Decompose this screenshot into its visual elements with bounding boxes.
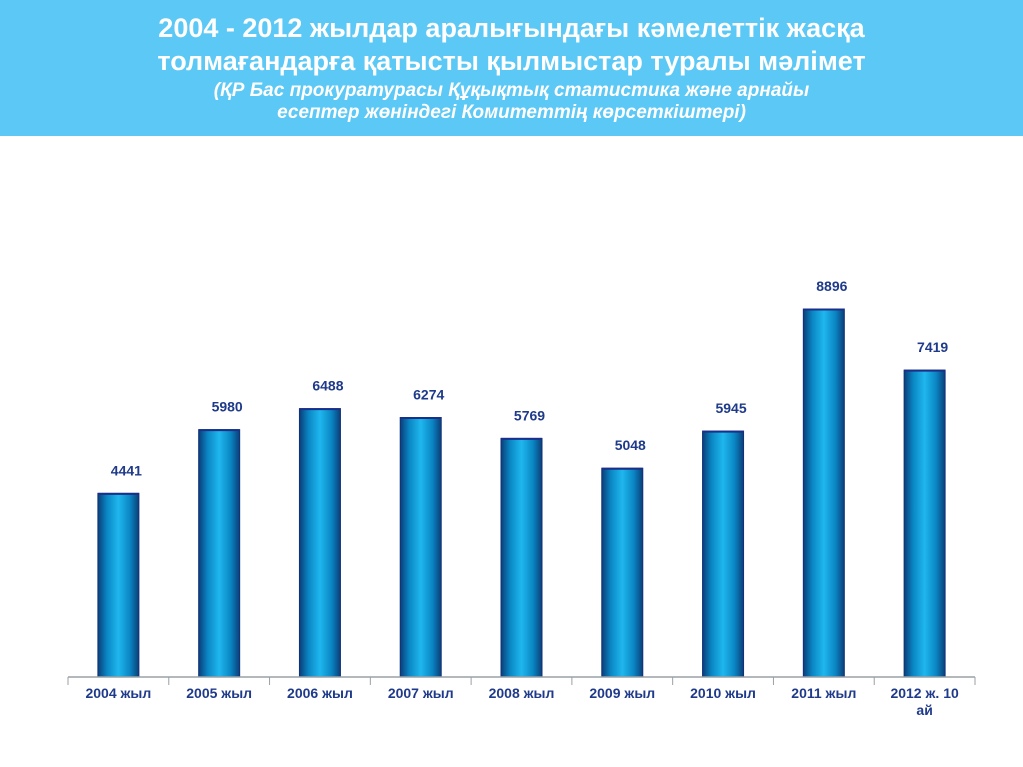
data-label: 4441 bbox=[111, 462, 142, 478]
data-label: 5769 bbox=[514, 407, 545, 423]
title-block: 2004 - 2012 жылдар аралығындағы кәмелетт… bbox=[0, 12, 1023, 78]
x-tick-label: 2011 жыл bbox=[791, 685, 856, 701]
x-tick-label: 2006 жыл bbox=[287, 685, 353, 701]
bar bbox=[802, 308, 845, 678]
x-axis bbox=[67, 676, 976, 685]
bar bbox=[500, 437, 543, 678]
x-tick-label: 2012 ж. 10 ай bbox=[890, 685, 959, 718]
x-tick-label: 2004 жыл bbox=[85, 685, 151, 701]
data-label: 6488 bbox=[312, 378, 343, 394]
x-tick-label: 2007 жыл bbox=[388, 685, 454, 701]
data-label: 8896 bbox=[816, 278, 847, 294]
data-label: 7419 bbox=[917, 339, 948, 355]
bar bbox=[903, 369, 946, 678]
data-label: 5048 bbox=[615, 437, 646, 453]
bar bbox=[601, 467, 644, 678]
value-labels-group: 4441 5980 6488 6274 5769 5048 5945 8896 7419 bbox=[111, 278, 949, 478]
page-title-line-2: толмағандарға қатысты қылмыстар туралы м… bbox=[157, 46, 866, 76]
bar bbox=[97, 492, 140, 678]
bars-group bbox=[97, 308, 946, 678]
page-subtitle-line-1: (ҚР Бас прокуратурасы Құқықтық статистик… bbox=[213, 80, 810, 101]
bar bbox=[702, 430, 745, 678]
title-banner: 2004 - 2012 жылдар аралығындағы кәмелетт… bbox=[0, 0, 1023, 136]
page-subtitle-line-2: есептер жөніндегі Комитеттің көрсеткіште… bbox=[277, 102, 746, 123]
x-tick-labels-group: 2004 жыл 2005 жыл 2006 жыл 2007 жыл 2008 жыл… bbox=[85, 685, 958, 718]
data-label: 6274 bbox=[413, 387, 444, 403]
data-label: 5980 bbox=[212, 399, 243, 415]
bar bbox=[298, 408, 341, 678]
data-label: 5945 bbox=[715, 400, 746, 416]
x-tick-label: 2010 жыл bbox=[690, 685, 756, 701]
bar bbox=[399, 417, 442, 678]
x-tick-label: 2005 жыл bbox=[186, 685, 252, 701]
page-title-line-1: 2004 - 2012 жылдар аралығындағы кәмелетт… bbox=[158, 13, 865, 43]
bar-chart: 4441 5980 6488 6274 5769 5048 5945 8896 7419 200… bbox=[67, 278, 976, 718]
bar bbox=[198, 429, 241, 678]
x-tick-label: 2008 жыл bbox=[489, 685, 555, 701]
x-tick-label: 2009 жыл bbox=[589, 685, 655, 701]
